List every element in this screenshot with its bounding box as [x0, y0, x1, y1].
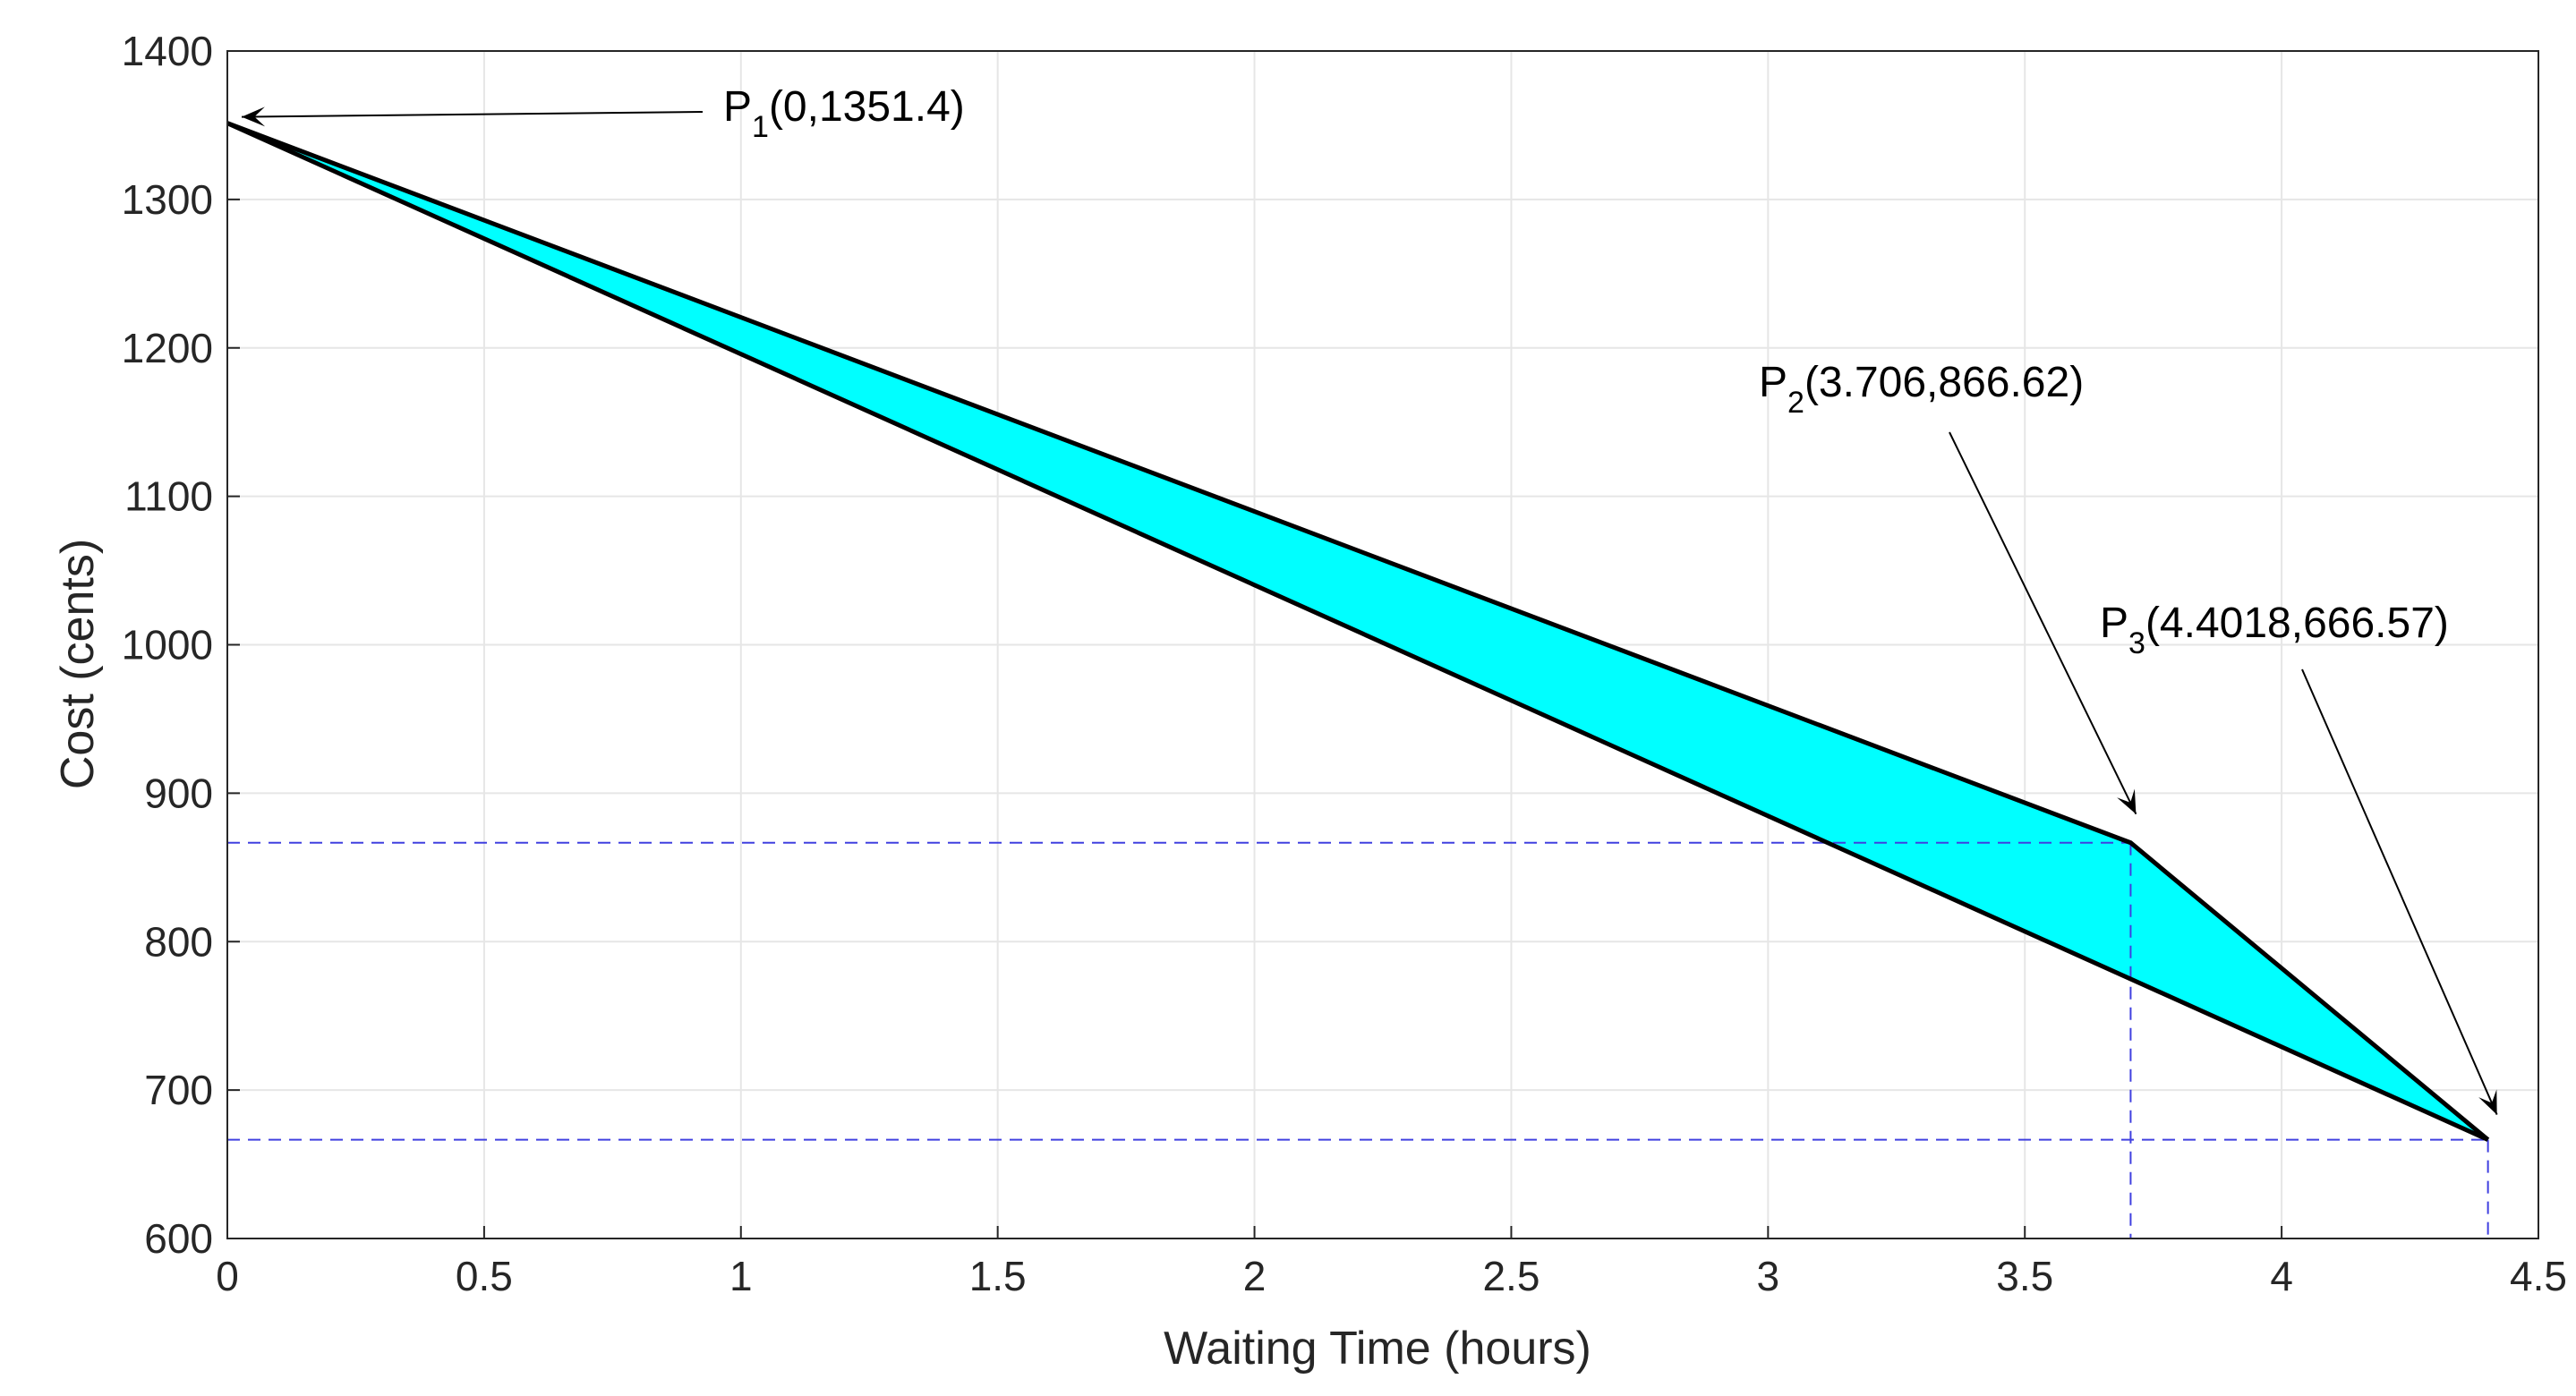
annotation-arrow-head: [242, 106, 266, 127]
series-lines: [226, 121, 2490, 1142]
y-axis-label: Cost (cents): [52, 539, 104, 789]
x-tick-label: 4.5: [2510, 1253, 2567, 1299]
y-tick-label: 1400: [122, 28, 213, 74]
x-tick-label: 2.5: [1482, 1253, 1540, 1299]
x-tick-label: 0: [216, 1253, 239, 1299]
annotation-arrow-line: [1949, 431, 2137, 815]
y-tick-label: 800: [144, 918, 213, 965]
annotation-subscript: 2: [1787, 386, 1804, 420]
y-tick-label: 700: [144, 1067, 213, 1113]
y-tick-label: 600: [144, 1215, 213, 1262]
y-tick-label: 1000: [122, 622, 213, 668]
x-tick-label: 1: [729, 1253, 753, 1299]
annotation-arrow-head: [2117, 788, 2137, 814]
x-tick-label: 3.5: [1996, 1253, 2053, 1299]
annotation-letter: P: [1759, 359, 1787, 406]
annotation-label: P1(0,1351.4): [723, 83, 965, 144]
annotation-subscript: 3: [2128, 626, 2145, 660]
series-line-2: [226, 121, 2489, 1142]
annotation-arrow-head: [2478, 1089, 2497, 1115]
annotation-label: P2(3.706,866.62): [1759, 359, 2084, 420]
axes: [226, 50, 2539, 1239]
annotation-label: P3(4.4018,666.57): [2100, 600, 2449, 660]
annotations: P1(0,1351.4)P2(3.706,866.62)P3(4.4018,66…: [241, 83, 2498, 1115]
x-tick-label: 2: [1243, 1253, 1267, 1299]
x-tick-label: 4: [2270, 1253, 2293, 1299]
x-tick-label: 0.5: [456, 1253, 513, 1299]
annotation-coords: (3.706,866.62): [1804, 359, 2084, 406]
series-line-1: [226, 121, 2490, 1142]
tick-labels: 0 0.5 1 1.5 2 2.5 3 3.5 4 4.5 600 700 800 900 1000 1100…: [122, 28, 2567, 1299]
plot-frame: [226, 50, 2539, 1239]
annotation-coords: (0,1351.4): [769, 83, 965, 131]
annotation-arrow-line: [2301, 668, 2498, 1115]
annotation-arrow-line: [241, 111, 704, 118]
annotation-coords: (4.4018,666.57): [2145, 600, 2449, 647]
y-tick-label: 1200: [122, 325, 213, 371]
annotation-subscript: 1: [752, 110, 769, 144]
x-axis-label: Waiting Time (hours): [1164, 1323, 1591, 1375]
annotation-letter: P: [2100, 600, 2128, 647]
y-tick-label: 1300: [122, 176, 213, 223]
y-tick-label: 1100: [124, 473, 213, 520]
reference-lines: [227, 841, 2489, 1239]
x-tick-label: 3: [1757, 1253, 1780, 1299]
y-tick-label: 900: [144, 770, 213, 816]
x-tick-label: 1.5: [969, 1253, 1027, 1299]
annotation-letter: P: [723, 83, 752, 131]
